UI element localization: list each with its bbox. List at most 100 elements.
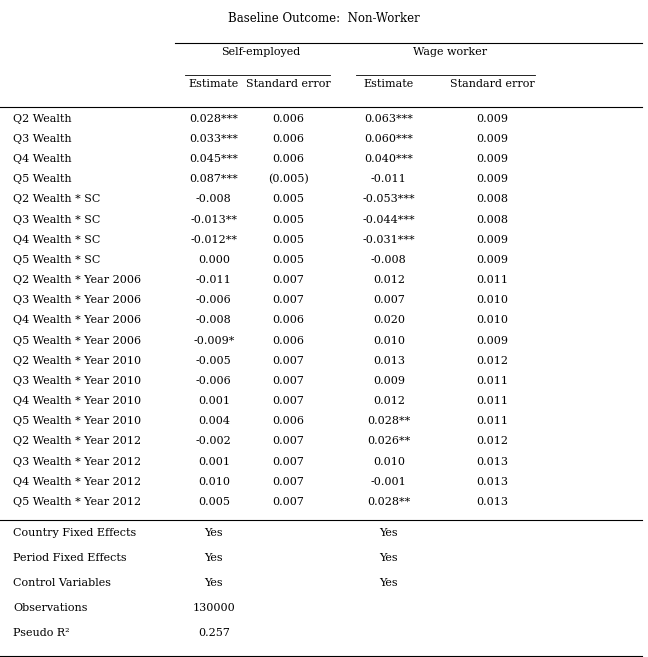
Text: 0.010: 0.010 xyxy=(373,457,405,466)
Text: -0.006: -0.006 xyxy=(196,376,232,386)
Text: 0.007: 0.007 xyxy=(272,436,305,446)
Text: 0.012: 0.012 xyxy=(373,396,405,406)
Text: Yes: Yes xyxy=(205,528,223,538)
Text: Q2 Wealth * Year 2012: Q2 Wealth * Year 2012 xyxy=(13,436,141,446)
Text: 0.045***: 0.045*** xyxy=(189,154,238,164)
Text: 0.006: 0.006 xyxy=(272,315,305,325)
Text: -0.002: -0.002 xyxy=(196,436,232,446)
Text: 0.011: 0.011 xyxy=(476,417,509,426)
Text: 0.010: 0.010 xyxy=(198,477,230,487)
Text: Wage worker: Wage worker xyxy=(413,47,487,57)
Text: 0.011: 0.011 xyxy=(476,396,509,406)
Text: 0.028**: 0.028** xyxy=(367,497,410,507)
Text: 0.007: 0.007 xyxy=(272,477,305,487)
Text: 0.011: 0.011 xyxy=(476,376,509,386)
Text: Standard error: Standard error xyxy=(450,79,535,89)
Text: 0.009: 0.009 xyxy=(476,134,509,144)
Text: 0.006: 0.006 xyxy=(272,417,305,426)
Text: 0.010: 0.010 xyxy=(476,295,509,306)
Text: 0.000: 0.000 xyxy=(198,255,230,265)
Text: 0.009: 0.009 xyxy=(476,154,509,164)
Text: 130000: 130000 xyxy=(192,603,235,613)
Text: -0.008: -0.008 xyxy=(196,194,232,204)
Text: 0.028***: 0.028*** xyxy=(189,114,238,124)
Text: 0.012: 0.012 xyxy=(476,436,509,446)
Text: Q5 Wealth * SC: Q5 Wealth * SC xyxy=(13,255,100,265)
Text: 0.007: 0.007 xyxy=(272,396,305,406)
Text: Q2 Wealth: Q2 Wealth xyxy=(13,114,71,124)
Text: Observations: Observations xyxy=(13,603,87,613)
Text: 0.013: 0.013 xyxy=(476,477,509,487)
Text: 0.060***: 0.060*** xyxy=(364,134,413,144)
Text: 0.004: 0.004 xyxy=(198,417,230,426)
Text: 0.006: 0.006 xyxy=(272,134,305,144)
Text: 0.012: 0.012 xyxy=(476,355,509,366)
Text: Q4 Wealth * Year 2012: Q4 Wealth * Year 2012 xyxy=(13,477,141,487)
Text: 0.020: 0.020 xyxy=(373,315,405,325)
Text: 0.006: 0.006 xyxy=(272,154,305,164)
Text: Self-employed: Self-employed xyxy=(221,47,301,57)
Text: Estimate: Estimate xyxy=(364,79,414,89)
Text: 0.257: 0.257 xyxy=(198,628,230,638)
Text: 0.007: 0.007 xyxy=(272,457,305,466)
Text: 0.006: 0.006 xyxy=(272,336,305,346)
Text: 0.013: 0.013 xyxy=(476,497,509,507)
Text: Q3 Wealth * Year 2006: Q3 Wealth * Year 2006 xyxy=(13,295,141,306)
Text: Baseline Outcome:  Non-Worker: Baseline Outcome: Non-Worker xyxy=(228,12,420,25)
Text: Q3 Wealth * SC: Q3 Wealth * SC xyxy=(13,215,100,225)
Text: -0.005: -0.005 xyxy=(196,355,232,366)
Text: 0.011: 0.011 xyxy=(476,275,509,285)
Text: Yes: Yes xyxy=(205,578,223,588)
Text: 0.010: 0.010 xyxy=(373,336,405,346)
Text: 0.007: 0.007 xyxy=(272,376,305,386)
Text: Q5 Wealth * Year 2006: Q5 Wealth * Year 2006 xyxy=(13,336,141,346)
Text: 0.005: 0.005 xyxy=(272,194,305,204)
Text: 0.009: 0.009 xyxy=(476,114,509,124)
Text: Yes: Yes xyxy=(205,553,223,563)
Text: Control Variables: Control Variables xyxy=(13,578,111,588)
Text: Yes: Yes xyxy=(380,528,398,538)
Text: Q5 Wealth: Q5 Wealth xyxy=(13,174,71,184)
Text: 0.040***: 0.040*** xyxy=(364,154,413,164)
Text: -0.001: -0.001 xyxy=(371,477,407,487)
Text: 0.010: 0.010 xyxy=(476,315,509,325)
Text: 0.005: 0.005 xyxy=(198,497,230,507)
Text: -0.053***: -0.053*** xyxy=(362,194,415,204)
Text: Yes: Yes xyxy=(380,553,398,563)
Text: Yes: Yes xyxy=(380,578,398,588)
Text: Estimate: Estimate xyxy=(189,79,239,89)
Text: -0.013**: -0.013** xyxy=(191,215,237,225)
Text: 0.007: 0.007 xyxy=(272,295,305,306)
Text: -0.011: -0.011 xyxy=(371,174,407,184)
Text: 0.005: 0.005 xyxy=(272,235,305,244)
Text: 0.012: 0.012 xyxy=(373,275,405,285)
Text: 0.008: 0.008 xyxy=(476,194,509,204)
Text: 0.026**: 0.026** xyxy=(367,436,410,446)
Text: 0.028**: 0.028** xyxy=(367,417,410,426)
Text: Period Fixed Effects: Period Fixed Effects xyxy=(13,553,126,563)
Text: -0.031***: -0.031*** xyxy=(362,235,415,244)
Text: 0.013: 0.013 xyxy=(476,457,509,466)
Text: 0.006: 0.006 xyxy=(272,114,305,124)
Text: -0.008: -0.008 xyxy=(371,255,407,265)
Text: -0.012**: -0.012** xyxy=(191,235,237,244)
Text: 0.033***: 0.033*** xyxy=(189,134,238,144)
Text: (0.005): (0.005) xyxy=(268,174,308,185)
Text: 0.009: 0.009 xyxy=(373,376,405,386)
Text: 0.001: 0.001 xyxy=(198,457,230,466)
Text: Q2 Wealth * Year 2006: Q2 Wealth * Year 2006 xyxy=(13,275,141,285)
Text: 0.009: 0.009 xyxy=(476,336,509,346)
Text: 0.009: 0.009 xyxy=(476,174,509,184)
Text: 0.007: 0.007 xyxy=(272,355,305,366)
Text: 0.007: 0.007 xyxy=(373,295,405,306)
Text: 0.087***: 0.087*** xyxy=(189,174,238,184)
Text: -0.044***: -0.044*** xyxy=(362,215,415,225)
Text: 0.007: 0.007 xyxy=(272,497,305,507)
Text: Q4 Wealth: Q4 Wealth xyxy=(13,154,71,164)
Text: Standard error: Standard error xyxy=(246,79,330,89)
Text: 0.007: 0.007 xyxy=(272,275,305,285)
Text: 0.008: 0.008 xyxy=(476,215,509,225)
Text: Q4 Wealth * Year 2010: Q4 Wealth * Year 2010 xyxy=(13,396,141,406)
Text: 0.005: 0.005 xyxy=(272,255,305,265)
Text: Pseudo R²: Pseudo R² xyxy=(13,628,69,638)
